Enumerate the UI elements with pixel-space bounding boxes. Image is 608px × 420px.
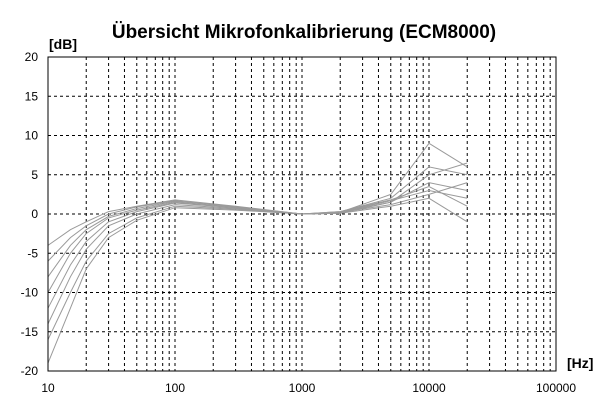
- y-tick-label: 0: [31, 207, 38, 221]
- y-tick-label: -5: [27, 246, 38, 260]
- tick-labels: -20 -15 -10 -5 0 5 10 15 20 10 100 1000 10000 100000: [21, 50, 577, 395]
- x-tick-label: 10: [41, 381, 55, 395]
- calibration-curve-1: [47, 162, 468, 364]
- x-axis-label: [Hz]: [567, 355, 593, 371]
- y-tick-label: 15: [25, 89, 39, 103]
- x-tick-label: 10000: [412, 381, 446, 395]
- chart-title: Übersicht Mikrofonkalibrierung (ECM8000): [112, 22, 496, 43]
- grid: [48, 56, 556, 372]
- calibration-curve-7: [47, 166, 468, 262]
- y-tick-label: -15: [21, 325, 39, 339]
- y-tick-label: -20: [21, 364, 39, 378]
- y-tick-label: 10: [25, 129, 39, 143]
- calibration-curve-2: [47, 142, 468, 340]
- y-tick-label: 20: [25, 50, 39, 64]
- curves: [47, 142, 468, 364]
- x-tick-label: 100: [165, 381, 185, 395]
- y-tick-label: 5: [31, 168, 38, 182]
- calibration-curve-3: [47, 185, 468, 325]
- y-axis-label: [dB]: [49, 36, 77, 52]
- plot-frame: [47, 56, 557, 372]
- calibration-curve-8: [47, 189, 468, 246]
- calibration-curve-5: [47, 197, 468, 293]
- x-tick-label: 1000: [289, 381, 316, 395]
- y-tick-label: -10: [21, 286, 39, 300]
- calibration-curve-4: [47, 182, 468, 309]
- x-tick-label: 100000: [536, 381, 576, 395]
